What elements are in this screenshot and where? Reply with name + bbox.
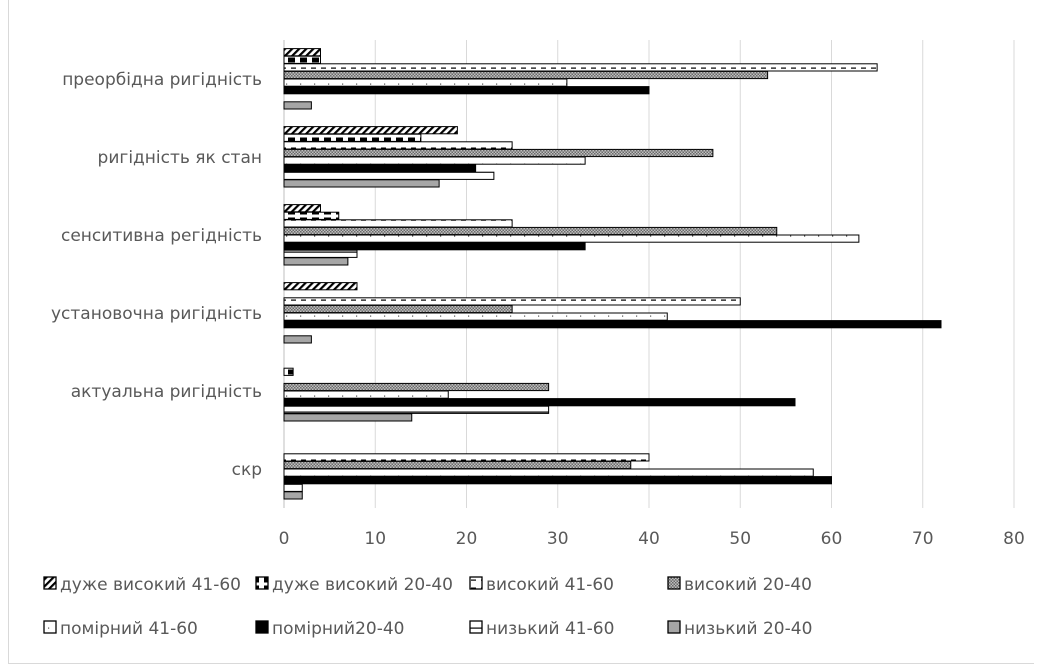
legend-swatch-4 — [667, 576, 681, 590]
bar-високий-20-40-3 — [283, 226, 778, 236]
bar-дуже-високий-20-40-3 — [283, 211, 340, 220]
legend-swatch-6 — [255, 620, 269, 634]
bar-низький-20-40-3 — [283, 257, 349, 266]
bar-помірний20-40-1 — [283, 86, 650, 95]
legend-label-1: дуже високий 41-60 — [60, 575, 241, 595]
bar-високий-41-60-3 — [283, 219, 513, 228]
bar-помірний20-40-6 — [283, 476, 832, 485]
bar-помірний-41-60-5 — [283, 390, 449, 399]
bar-помірний20-40-4 — [283, 320, 942, 329]
x-tick-label-70: 70 — [912, 529, 934, 549]
bar-низький-20-40-1 — [283, 101, 312, 110]
x-tick-label-60: 60 — [821, 529, 843, 549]
bar-помірний-41-60-6 — [283, 468, 814, 477]
bar-високий-41-60-4 — [283, 297, 741, 306]
bar-високий-41-60-1 — [283, 63, 878, 72]
bar-високий-20-40-1 — [283, 70, 769, 80]
category-label-1: преорбідна ригідність — [62, 70, 262, 90]
bar-високий-41-60-6 — [283, 453, 650, 462]
bar-високий-20-40-6 — [283, 460, 632, 470]
bar-помірний-41-60-4 — [283, 312, 668, 321]
bar-високий-20-40-2 — [283, 148, 714, 158]
category-label-6: скр — [232, 460, 262, 480]
bar-помірний20-40-2 — [283, 164, 477, 173]
bar-низький-41-60-2 — [283, 171, 495, 180]
bar-високий-41-60-2 — [283, 141, 513, 150]
bar-помірний-41-60-2 — [283, 156, 586, 165]
legend-label-3: високий 41-60 — [486, 575, 614, 595]
legend-label-7: низький 41-60 — [486, 619, 614, 639]
legend-label-2: дуже високий 20-40 — [272, 575, 453, 595]
bar-низький-20-40-6 — [283, 491, 303, 500]
x-tick-label-50: 50 — [729, 529, 751, 549]
bar-високий-20-40-5 — [283, 382, 550, 392]
bar-помірний20-40-3 — [283, 242, 586, 251]
bar-дуже-високий-41-60-2 — [283, 126, 458, 135]
x-tick-label-0: 0 — [279, 529, 290, 549]
x-tick-label-30: 30 — [547, 529, 569, 549]
legend-label-8: низький 20-40 — [684, 619, 812, 639]
bar-помірний-41-60-1 — [283, 78, 568, 87]
legend-label-4: високий 20-40 — [684, 575, 812, 595]
legend-swatch-8 — [667, 620, 681, 634]
legend-swatch-2 — [255, 576, 269, 590]
legend-swatch-7 — [469, 620, 483, 634]
bar-дуже-високий-20-40-2 — [283, 133, 422, 142]
x-tick-label-40: 40 — [638, 529, 660, 549]
x-tick-label-80: 80 — [1003, 529, 1025, 549]
x-tick-label-10: 10 — [364, 529, 386, 549]
category-label-5: актуальна ригідність — [71, 382, 262, 402]
bar-помірний-41-60-3 — [283, 234, 860, 243]
legend-swatch-5 — [43, 620, 57, 634]
chart-frame — [8, 0, 1034, 664]
bar-дуже-високий-41-60-3 — [283, 204, 321, 213]
bar-дуже-високий-20-40-1 — [283, 55, 321, 64]
legend-swatch-1 — [43, 576, 57, 590]
bar-помірний20-40-5 — [283, 398, 796, 407]
bar-низький-41-60-6 — [283, 483, 303, 492]
bar-низький-20-40-2 — [283, 179, 440, 188]
legend-label-5: помірний 41-60 — [60, 619, 198, 639]
bar-дуже-високий-41-60-4 — [283, 282, 358, 291]
x-tick-label-20: 20 — [456, 529, 478, 549]
bar-низький-41-60-3 — [283, 249, 358, 258]
bar-низький-20-40-4 — [283, 335, 312, 344]
category-label-4: установочна ригідність — [51, 304, 262, 324]
bar-високий-20-40-4 — [283, 304, 513, 314]
bar-низький-20-40-5 — [283, 413, 413, 422]
bar-дуже-високий-20-40-5 — [283, 367, 294, 376]
bar-дуже-високий-41-60-1 — [283, 48, 321, 57]
bar-низький-41-60-5 — [283, 405, 550, 414]
category-label-3: сенситивна регідність — [61, 226, 262, 246]
legend-label-6: помірний20-40 — [272, 619, 404, 639]
legend-swatch-3 — [469, 576, 483, 590]
category-label-2: ригідність як стан — [98, 148, 262, 168]
